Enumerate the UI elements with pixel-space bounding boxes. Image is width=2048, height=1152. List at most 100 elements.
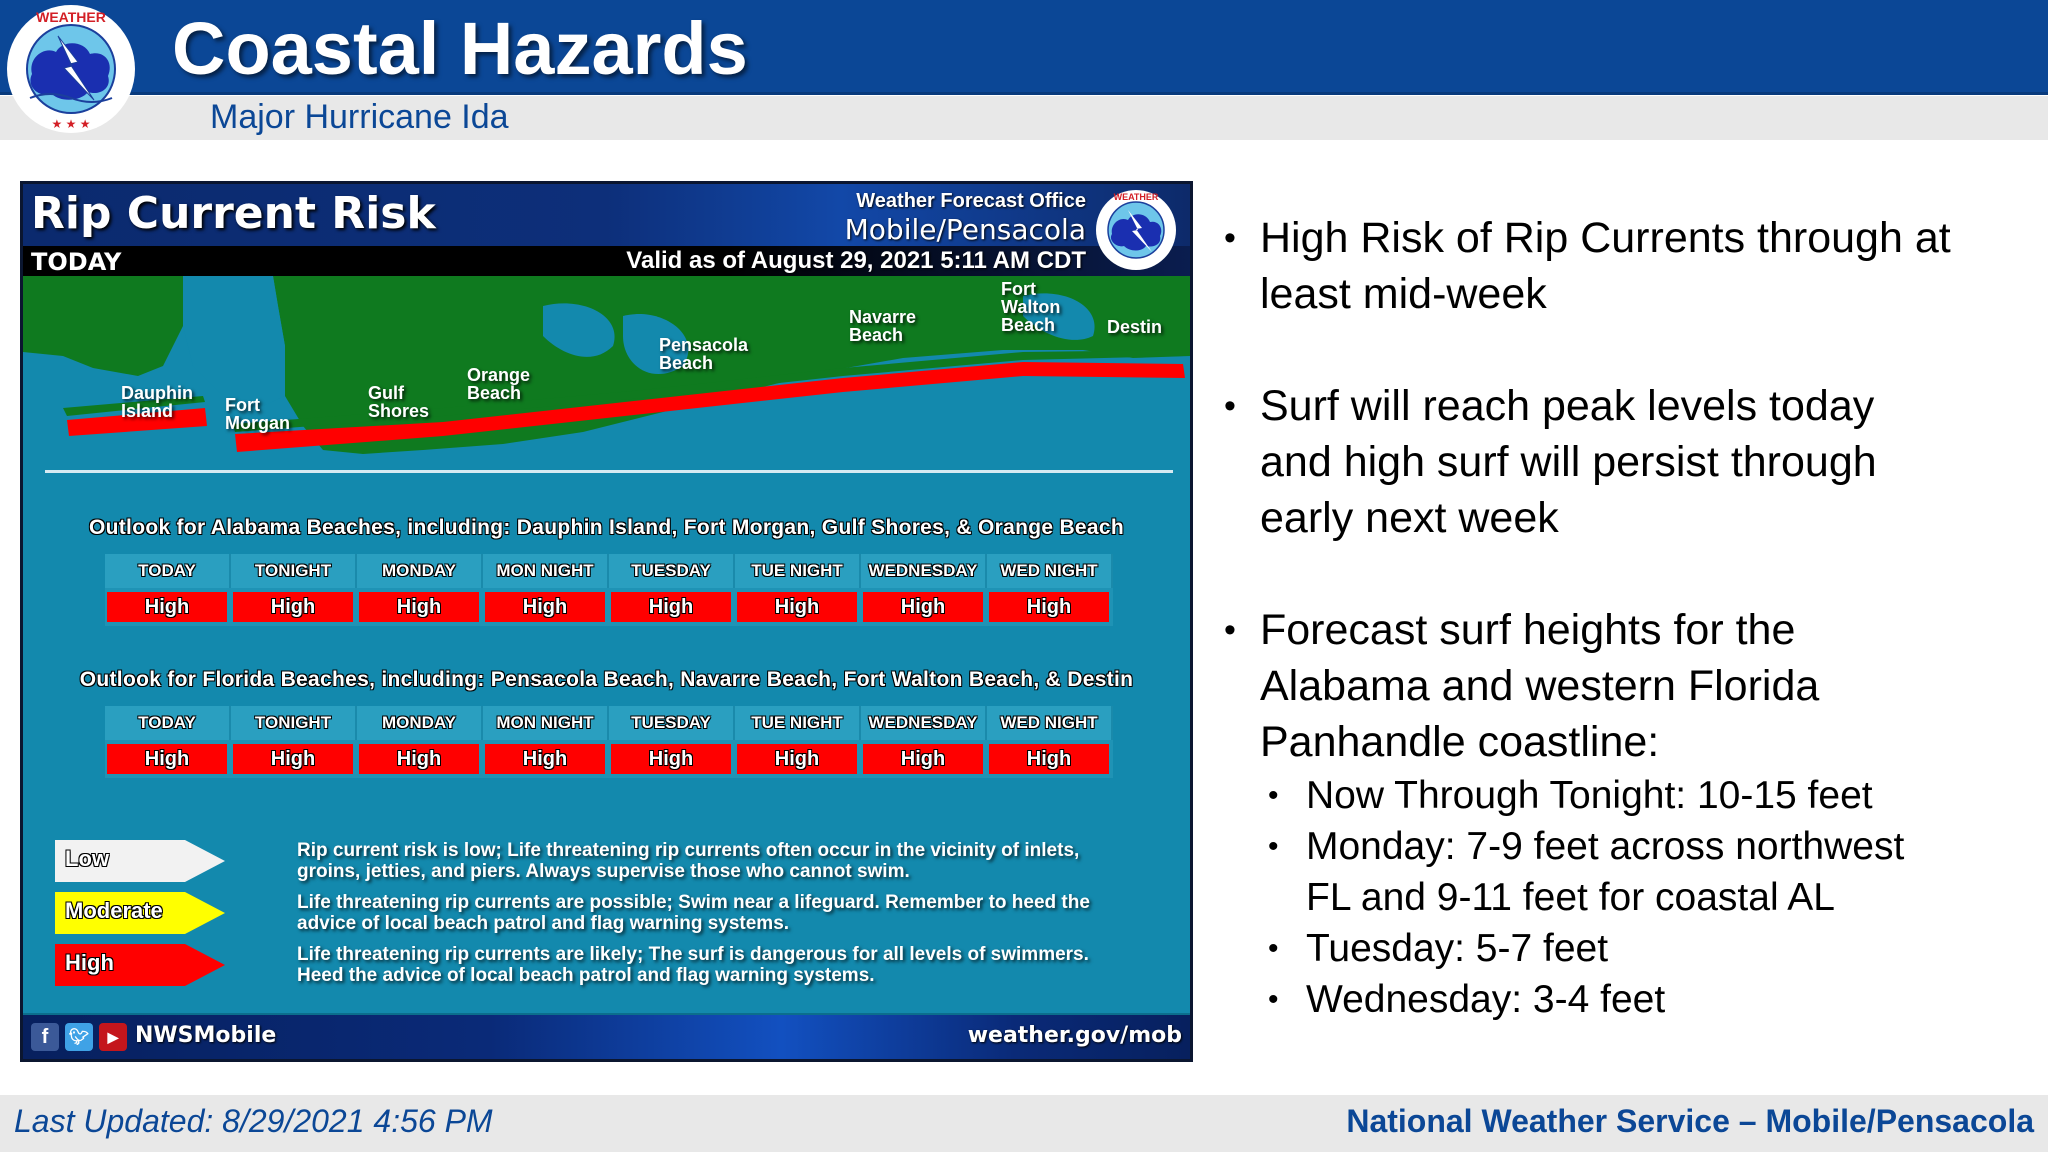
risk-cell-high: High — [737, 592, 857, 622]
map-label-pensacola-beach: Pensacola Beach — [659, 335, 749, 373]
legend-text-low: Rip current risk is low; Life threatenin… — [297, 840, 1080, 882]
legend-label-low: Low — [65, 846, 109, 871]
sub-bullet-icon: • — [1268, 983, 1279, 1016]
period-header: WED NIGHT — [987, 706, 1113, 740]
office-label: Weather Forecast Office — [856, 190, 1086, 212]
bullet-surf-heights: • Forecast surf heights for the Alabama a… — [1220, 602, 2040, 770]
map-label-destin: Destin — [1107, 317, 1163, 337]
risk-cell-high: High — [611, 592, 731, 622]
graphic-subbar — [23, 246, 1190, 276]
facebook-icon[interactable]: f — [31, 1023, 59, 1051]
legend-label-high: High — [65, 950, 114, 975]
period-header: TONIGHT — [231, 706, 357, 740]
risk-cell-high: High — [233, 592, 353, 622]
sub-bullet-icon: • — [1268, 779, 1279, 812]
website-link[interactable]: weather.gov/mob — [967, 1023, 1182, 1048]
map-label-navarre-beach: Navarre Beach — [849, 307, 917, 345]
sub-bullet-icon: • — [1268, 830, 1279, 863]
florida-outlook-table: TODAY TONIGHT MONDAY MON NIGHT TUESDAY T… — [105, 706, 1113, 778]
graphic-footer: f 🐦︎ ▶ NWSMobile weather.gov/mob — [23, 1013, 1190, 1059]
low-arrow-icon — [55, 840, 225, 882]
rip-current-graphic: Rip Current Risk Weather Forecast Office… — [20, 181, 1193, 1062]
risk-cell-high: High — [485, 744, 605, 774]
period-header: TUE NIGHT — [735, 554, 861, 588]
office-name: Mobile/Pensacola — [844, 213, 1086, 246]
legend-row-low: Low Rip current risk is low; Life threat… — [55, 840, 1175, 892]
nws-logo-small-icon: WEATHER — [1096, 190, 1176, 270]
period-header: MONDAY — [357, 706, 483, 740]
social-handle[interactable]: NWSMobile — [135, 1023, 277, 1048]
map-label-dauphin-island: Dauphin Island — [121, 383, 193, 421]
svg-text:★ ★ ★: ★ ★ ★ — [52, 117, 91, 131]
risk-cell-high: High — [611, 744, 731, 774]
legend-text-high: Life threatening rip currents are likely… — [297, 944, 1089, 986]
risk-cell-high: High — [863, 744, 983, 774]
svg-text:WEATHER: WEATHER — [1114, 192, 1159, 202]
page-title: Coastal Hazards — [172, 7, 748, 90]
period-header: MON NIGHT — [483, 706, 609, 740]
last-updated: Last Updated: 8/29/2021 4:56 PM — [14, 1103, 493, 1139]
organization-name: National Weather Service – Mobile/Pensac… — [1346, 1103, 2034, 1139]
coastline-map — [23, 276, 1190, 562]
map-label-orange-beach: Orange Beach — [467, 365, 531, 403]
bullet-icon: • — [1224, 219, 1236, 257]
sub-bullet-monday: • Monday: 7-9 feet across northwest FL an… — [1220, 821, 2040, 923]
bullet-rip-currents: • High Risk of Rip Currents through at le… — [1220, 210, 2040, 322]
risk-cell-high: High — [485, 592, 605, 622]
risk-cell-high: High — [359, 744, 479, 774]
header-band — [0, 0, 2048, 95]
risk-cell-high: High — [863, 592, 983, 622]
key-messages: • High Risk of Rip Currents through at le… — [1220, 210, 2040, 1025]
legend-label-moderate: Moderate — [65, 898, 163, 923]
period-header: MONDAY — [357, 554, 483, 588]
graphic-title-bar — [23, 184, 1190, 246]
map-label-fort-walton-beach: Fort Walton Beach — [1001, 279, 1061, 335]
footer-band — [0, 1095, 2048, 1152]
risk-cell-high: High — [233, 744, 353, 774]
sub-bullet-wednesday: • Wednesday: 3-4 feet — [1220, 974, 2040, 1025]
period-label: TODAY — [31, 248, 122, 276]
graphic-title: Rip Current Risk — [31, 188, 436, 239]
risk-cell-high: High — [107, 744, 227, 774]
youtube-icon[interactable]: ▶ — [99, 1023, 127, 1051]
high-arrow-icon — [55, 944, 225, 986]
period-header: TUESDAY — [609, 706, 735, 740]
risk-cell-high: High — [989, 744, 1109, 774]
moderate-arrow-icon — [55, 892, 225, 934]
bullet-icon: • — [1224, 611, 1236, 649]
alabama-outlook-table: TODAY TONIGHT MONDAY MON NIGHT TUESDAY T… — [105, 554, 1113, 626]
florida-outlook-title: Outlook for Florida Beaches, including: … — [79, 668, 1134, 691]
subtitle-band — [0, 96, 2048, 140]
period-header: TODAY — [105, 554, 231, 588]
period-header: WEDNESDAY — [861, 706, 987, 740]
period-header: TUESDAY — [609, 554, 735, 588]
map-label-gulf-shores: Gulf Shores — [368, 383, 430, 421]
risk-cell-high: High — [989, 592, 1109, 622]
risk-cell-high: High — [737, 744, 857, 774]
valid-time: Valid as of August 29, 2021 5:11 AM CDT — [626, 247, 1086, 274]
legend-row-high: High Life threatening rip currents are l… — [55, 944, 1175, 996]
alabama-outlook-title: Outlook for Alabama Beaches, including: … — [89, 516, 1124, 539]
risk-legend: Low Rip current risk is low; Life threat… — [55, 840, 1175, 996]
sub-bullet-now-tonight: • Now Through Tonight: 10-15 feet — [1220, 770, 2040, 821]
bullet-surf-peak: • Surf will reach peak levels today and h… — [1220, 378, 2040, 546]
legend-row-moderate: Moderate Life threatening rip currents a… — [55, 892, 1175, 944]
risk-cell-high: High — [107, 592, 227, 622]
period-header: WED NIGHT — [987, 554, 1113, 588]
nws-logo-icon: WEATHER ★ ★ ★ — [7, 5, 135, 133]
twitter-icon[interactable]: 🐦︎ — [65, 1023, 93, 1051]
period-header: TONIGHT — [231, 554, 357, 588]
bullet-icon: • — [1224, 387, 1236, 425]
period-header: MON NIGHT — [483, 554, 609, 588]
legend-text-moderate: Life threatening rip currents are possib… — [297, 892, 1090, 934]
svg-text:WEATHER: WEATHER — [36, 9, 106, 25]
page-subtitle: Major Hurricane Ida — [210, 98, 509, 136]
risk-cell-high: High — [359, 592, 479, 622]
map-label-fort-morgan: Fort Morgan — [225, 395, 290, 433]
period-header: WEDNESDAY — [861, 554, 987, 588]
surf-height-list: • Now Through Tonight: 10-15 feet • Mond… — [1220, 770, 2040, 1025]
map-divider — [45, 470, 1173, 473]
period-header: TODAY — [105, 706, 231, 740]
sub-bullet-icon: • — [1268, 932, 1279, 965]
